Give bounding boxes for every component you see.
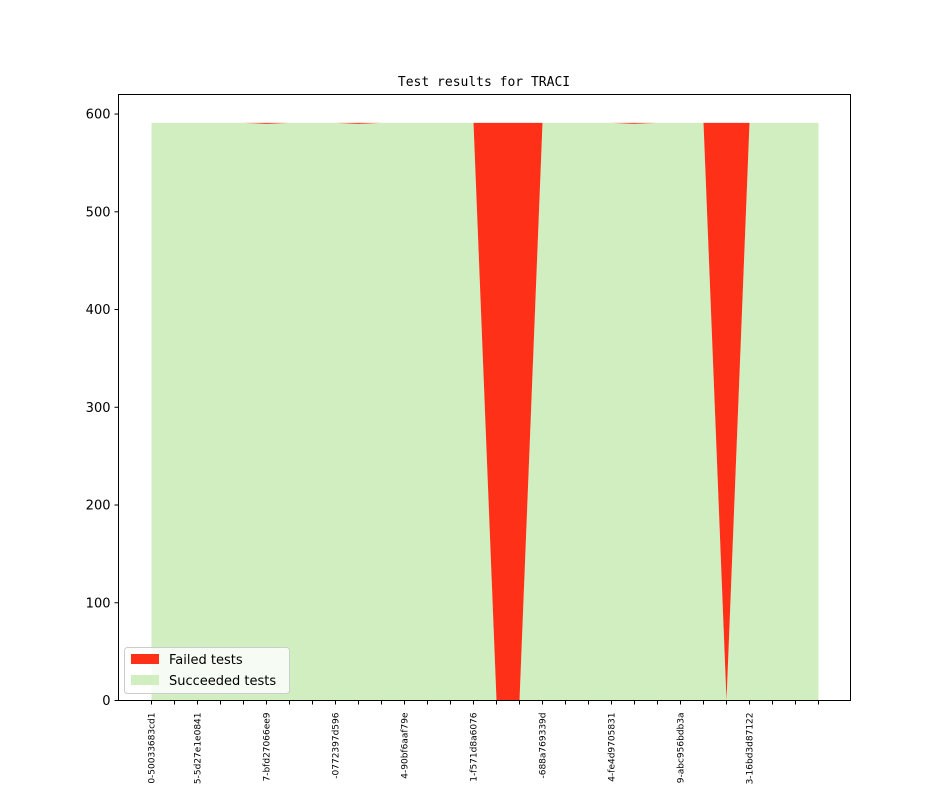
x-tick-label: -0772397d596 xyxy=(332,712,342,778)
y-tick-label: 500 xyxy=(86,205,111,220)
y-tick-label: 100 xyxy=(86,596,111,611)
y-tick-label: 400 xyxy=(86,303,111,318)
x-tick-label: 7-bfd27066ee9 xyxy=(263,712,273,781)
plot-areas xyxy=(151,122,819,701)
area-failed-tests xyxy=(151,122,819,701)
x-tick-label: 0-50033683cd1 xyxy=(148,713,158,784)
legend-label: Failed tests xyxy=(169,653,243,668)
y-tick-label: 200 xyxy=(86,499,111,514)
x-axis: 0-50033683cd1 5-5d27e1e0841 7-bfd27066ee9 -… xyxy=(148,700,819,785)
plot-frame xyxy=(118,94,851,701)
x-tick-label: 9-abc956bdb3a xyxy=(677,713,687,784)
y-tick-label: 600 xyxy=(86,108,111,123)
y-axis: 0 100 200 300 400 500 600 xyxy=(86,108,119,709)
legend-box xyxy=(124,647,290,694)
x-tick-label: 4-90bf6aaf79e xyxy=(401,712,411,779)
y-tick-label: 0 xyxy=(102,694,110,709)
x-tick-label: 3-16bd3d87122 xyxy=(746,713,756,785)
y-tick-label: 300 xyxy=(86,401,111,416)
x-tick-label: 1-f571d8a6076 xyxy=(470,712,480,781)
legend-swatch xyxy=(131,654,159,664)
legend: Failed tests Succeeded tests xyxy=(124,647,290,694)
legend-swatch xyxy=(131,675,159,685)
x-tick-label: -688a769339d xyxy=(539,713,549,779)
chart-title: Test results for TRACI xyxy=(398,75,570,90)
x-tick-label: 5-5d27e1e0841 xyxy=(194,713,204,785)
legend-label: Succeeded tests xyxy=(169,674,276,689)
x-tick-label: 4-fe4d9705831 xyxy=(608,713,618,782)
